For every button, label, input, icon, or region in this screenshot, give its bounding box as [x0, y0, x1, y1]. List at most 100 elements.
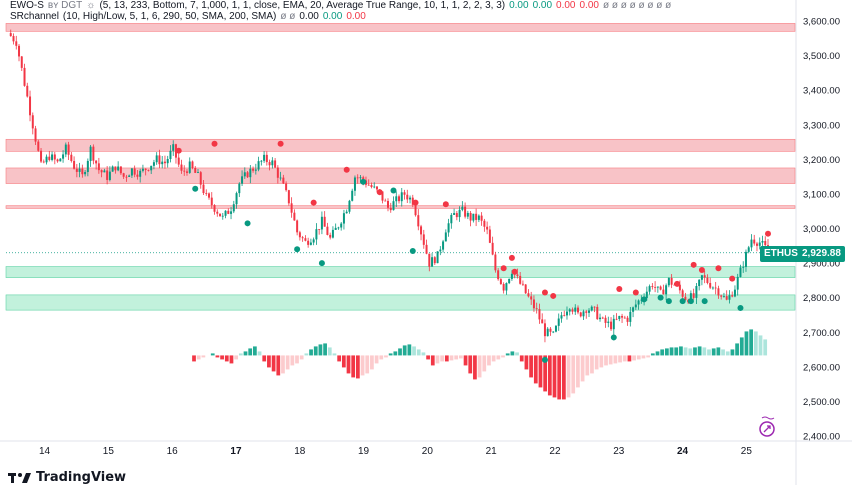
settings-icon[interactable]: ☼: [86, 0, 96, 11]
srchannel-legend[interactable]: SRchannel (10, High/Low, 5, 1, 6, 290, 5…: [10, 11, 366, 22]
candle-body: [629, 311, 632, 322]
candle-body: [543, 323, 546, 337]
candle-body: [18, 45, 21, 57]
candle-body: [370, 185, 373, 188]
oscillator-bar: [412, 346, 416, 356]
candle-body: [453, 213, 456, 215]
bearish-signal-marker: [442, 201, 449, 208]
x-tick-label: 23: [613, 446, 625, 457]
candle-body: [353, 177, 356, 191]
candle-body: [720, 295, 723, 297]
oscillator-bar: [398, 348, 402, 356]
bearish-signal-marker: [715, 265, 722, 272]
candle-body: [601, 317, 604, 319]
candle-body: [323, 216, 326, 227]
tradingview-logo[interactable]: TradingView: [8, 470, 126, 485]
bearish-signal-marker: [511, 268, 518, 275]
candle-body: [554, 325, 557, 332]
candle-body: [238, 183, 241, 194]
y-tick-label: 2,700.00: [803, 328, 840, 339]
y-tick-label: 2,500.00: [803, 397, 840, 408]
y-tick-label: 2,800.00: [803, 293, 840, 304]
candle-body: [758, 242, 761, 246]
candle-body: [53, 154, 56, 160]
candle-body: [450, 214, 453, 224]
oscillator-bar: [262, 355, 267, 362]
candle-body: [753, 239, 756, 244]
candle-body: [268, 162, 271, 166]
candle-body: [508, 278, 511, 284]
candle-body: [673, 284, 676, 286]
bearish-signal-marker: [729, 275, 736, 282]
bearish-signal-marker: [343, 166, 350, 173]
candle-body: [37, 141, 40, 151]
ewo-value: 0.00: [509, 0, 529, 11]
candle-body: [433, 257, 436, 264]
candle-body: [530, 296, 533, 300]
candle-body: [359, 177, 362, 179]
candle-body: [356, 177, 359, 179]
oscillator-bar: [356, 355, 360, 379]
oscillator-bar: [557, 355, 562, 400]
candle-body: [502, 284, 505, 291]
oscillator-bar: [341, 355, 346, 368]
sr-value: 0.00: [322, 11, 343, 22]
candle-body: [714, 287, 717, 289]
candle-body: [662, 289, 665, 295]
candle-body: [197, 172, 199, 173]
candle-body: [579, 312, 582, 317]
candle-body: [128, 175, 131, 177]
candle-body: [59, 158, 62, 162]
bullish-signal-marker: [610, 334, 617, 341]
y-tick-label: 2,400.00: [803, 432, 840, 443]
candle-body: [618, 315, 621, 320]
resistance-zone: [5, 167, 796, 184]
x-tick-label: 25: [741, 446, 753, 457]
candle-body: [541, 319, 544, 324]
candle-body: [293, 212, 296, 221]
oscillator-bar: [426, 355, 430, 360]
bullish-signal-marker: [360, 178, 367, 185]
oscillator-bar: [271, 355, 276, 372]
candle-body: [420, 226, 423, 235]
candle-body: [345, 211, 348, 214]
oscillator-bar: [613, 355, 618, 364]
candle-body: [398, 196, 401, 202]
oscillator-bar: [351, 355, 356, 378]
candle-body: [739, 267, 742, 277]
candle-body: [106, 170, 109, 180]
candle-body: [296, 220, 299, 233]
bearish-signal-marker: [550, 292, 557, 299]
candle-body: [111, 166, 114, 172]
candle-body: [326, 226, 329, 235]
ewo-legend[interactable]: EWO-S ʙʏ DGT ☼ (5, 13, 233, Bottom, 7, 1…: [10, 0, 671, 11]
oscillator-bar: [758, 335, 763, 356]
oscillator-bar: [571, 355, 576, 394]
candle-body: [466, 212, 469, 217]
candle-body: [45, 156, 48, 163]
oscillator-bar: [234, 355, 239, 360]
oscillator-bar: [524, 355, 529, 370]
oscillator-bar: [646, 355, 651, 358]
oscillator-bar: [496, 355, 501, 360]
resistance-zone: [5, 23, 796, 32]
oscillator-bar: [763, 339, 768, 356]
candle-body: [750, 239, 753, 248]
oscillator-bar: [365, 355, 370, 374]
reset-icon[interactable]: [759, 416, 775, 437]
candle-body: [348, 200, 351, 212]
candle-body: [260, 160, 263, 162]
candle-body: [158, 155, 161, 165]
oscillator-bar: [318, 344, 323, 356]
candle-body: [139, 170, 142, 177]
candle-body: [133, 168, 136, 175]
candle-body: [596, 306, 599, 320]
bearish-signal-marker: [376, 189, 383, 196]
candle-body: [375, 186, 378, 190]
oscillator-bar: [192, 355, 196, 362]
bullish-signal-marker: [641, 296, 648, 303]
sr-value: ø ø: [280, 11, 296, 22]
bearish-signal-marker: [765, 230, 771, 237]
candle-body: [202, 184, 205, 194]
